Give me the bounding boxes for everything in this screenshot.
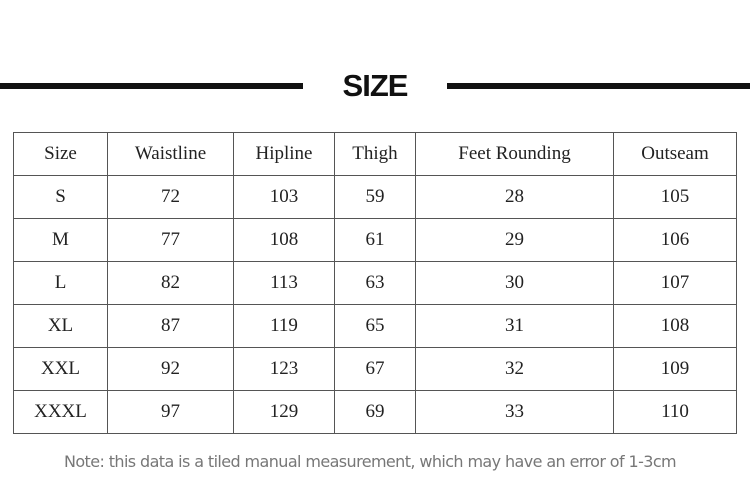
table-cell: 72: [107, 175, 234, 219]
table-cell: 108: [613, 304, 737, 348]
table-cell: 119: [233, 304, 335, 348]
header-rule-right: [447, 83, 750, 89]
table-header-row: Size Waistline Hipline Thigh Feet Roundi…: [13, 132, 737, 176]
table-cell: 87: [107, 304, 234, 348]
table-cell: M: [13, 218, 108, 262]
table-cell: 110: [613, 390, 737, 434]
measurement-note: Note: this data is a tiled manual measur…: [63, 452, 677, 471]
table-cell: 92: [107, 347, 234, 391]
table-row: L 82 113 63 30 107: [13, 261, 737, 305]
table-cell: L: [13, 261, 108, 305]
table-row: XXL 92 123 67 32 109: [13, 347, 737, 391]
table-cell: 69: [334, 390, 416, 434]
table-cell: 82: [107, 261, 234, 305]
size-chart-table: Size Waistline Hipline Thigh Feet Roundi…: [13, 132, 737, 434]
table-cell: 106: [613, 218, 737, 262]
table-cell: 105: [613, 175, 737, 219]
table-cell: 113: [233, 261, 335, 305]
table-cell: 31: [415, 304, 614, 348]
table-cell: 129: [233, 390, 335, 434]
table-cell: 61: [334, 218, 416, 262]
column-header-thigh: Thigh: [334, 132, 416, 176]
table-cell: 28: [415, 175, 614, 219]
table-cell: XXXL: [13, 390, 108, 434]
column-header-feet-rounding: Feet Rounding: [415, 132, 614, 176]
table-cell: 32: [415, 347, 614, 391]
table-row: S 72 103 59 28 105: [13, 175, 737, 219]
table-row: XL 87 119 65 31 108: [13, 304, 737, 348]
table-cell: 63: [334, 261, 416, 305]
table-cell: 29: [415, 218, 614, 262]
table-cell: XL: [13, 304, 108, 348]
size-header: SIZE: [0, 66, 750, 106]
table-cell: 123: [233, 347, 335, 391]
header-rule-left: [0, 83, 303, 89]
table-cell: 109: [613, 347, 737, 391]
table-cell: 33: [415, 390, 614, 434]
table-cell: 59: [334, 175, 416, 219]
table-cell: 108: [233, 218, 335, 262]
column-header-waistline: Waistline: [107, 132, 234, 176]
table-cell: S: [13, 175, 108, 219]
column-header-hipline: Hipline: [233, 132, 335, 176]
table-cell: 103: [233, 175, 335, 219]
page-title: SIZE: [342, 68, 409, 103]
table-cell: 97: [107, 390, 234, 434]
table-cell: 67: [334, 347, 416, 391]
table-cell: XXL: [13, 347, 108, 391]
table-cell: 107: [613, 261, 737, 305]
table-row: XXXL 97 129 69 33 110: [13, 390, 737, 434]
table-row: M 77 108 61 29 106: [13, 218, 737, 262]
column-header-size: Size: [13, 132, 108, 176]
table-cell: 65: [334, 304, 416, 348]
table-cell: 30: [415, 261, 614, 305]
table-cell: 77: [107, 218, 234, 262]
column-header-outseam: Outseam: [613, 132, 737, 176]
